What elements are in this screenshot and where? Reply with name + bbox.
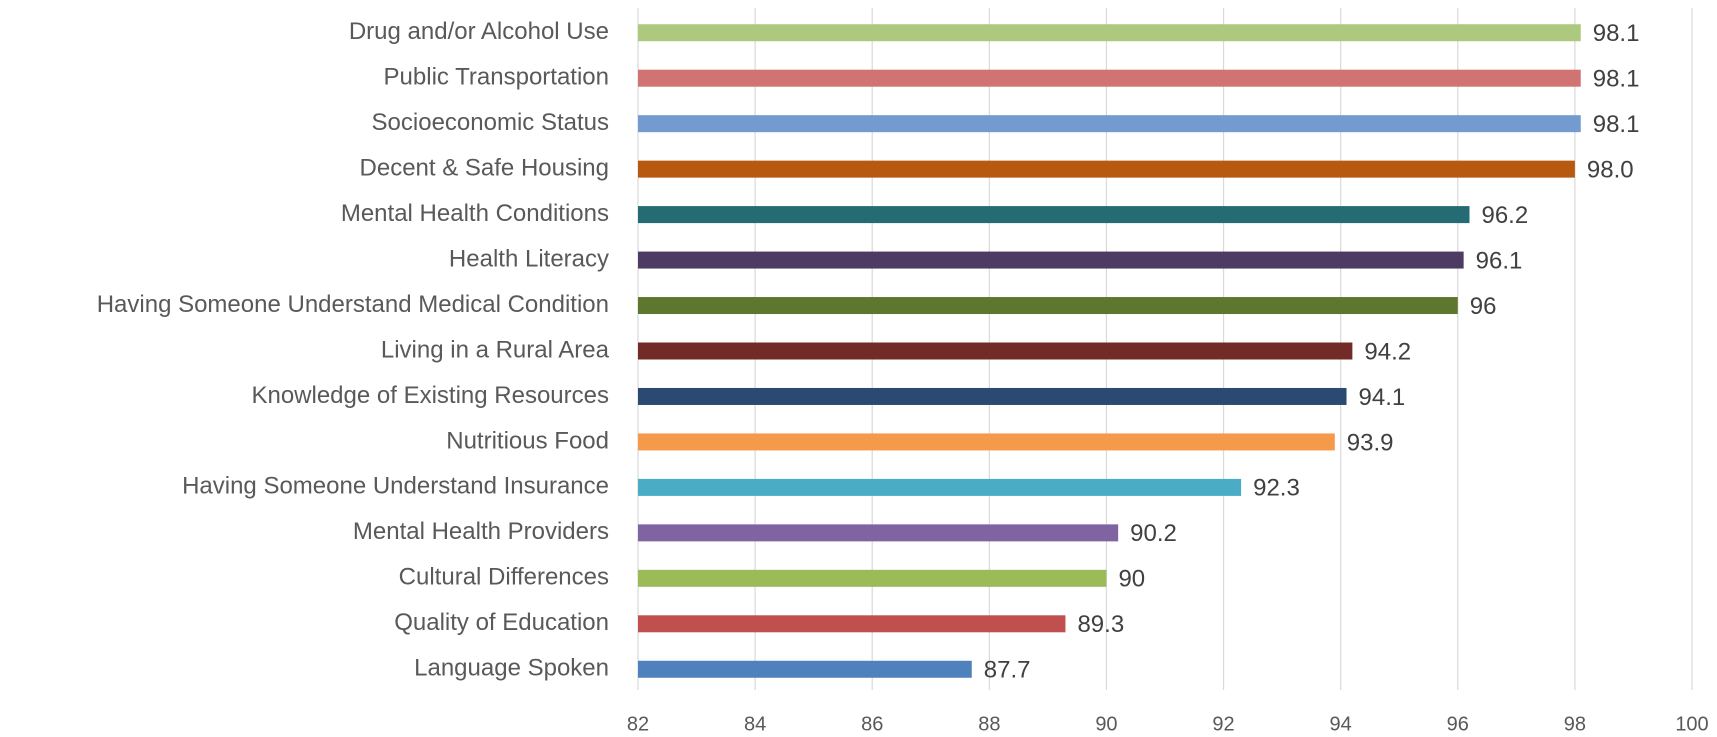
value-label: 98.1 <box>1593 66 1640 93</box>
value-label: 98.1 <box>1593 20 1640 47</box>
bar <box>638 433 1335 451</box>
bar <box>638 69 1581 87</box>
value-label: 98.0 <box>1587 156 1634 183</box>
y-tick-label: Public Transportation <box>384 64 609 91</box>
y-tick-label: Knowledge of Existing Resources <box>251 382 609 409</box>
bar <box>638 478 1242 496</box>
value-label: 94.2 <box>1364 338 1411 365</box>
bar <box>638 615 1066 633</box>
value-label: 94.1 <box>1359 384 1406 411</box>
x-tick-label: 100 <box>1675 713 1708 735</box>
bar <box>638 251 1464 269</box>
y-tick-label: Quality of Education <box>394 609 609 636</box>
bar <box>638 569 1107 587</box>
y-tick-label: Socioeconomic Status <box>372 109 609 136</box>
bar <box>638 24 1581 42</box>
y-tick-label: Drug and/or Alcohol Use <box>349 18 609 45</box>
bar <box>638 387 1347 405</box>
y-tick-label: Decent & Safe Housing <box>360 154 609 181</box>
value-label: 92.3 <box>1253 475 1300 502</box>
value-label: 90 <box>1118 566 1145 593</box>
value-label: 98.1 <box>1593 111 1640 138</box>
value-label: 87.7 <box>984 657 1031 684</box>
value-label: 93.9 <box>1347 429 1394 456</box>
y-tick-label: Having Someone Understand Insurance <box>182 473 609 500</box>
bar <box>638 660 972 678</box>
bar <box>638 115 1581 133</box>
x-tick-label: 92 <box>1212 713 1234 735</box>
value-label: 89.3 <box>1077 611 1124 638</box>
x-tick-label: 90 <box>1095 713 1117 735</box>
bar <box>638 297 1458 315</box>
value-label: 96.2 <box>1481 202 1528 229</box>
x-tick-label: 86 <box>861 713 883 735</box>
bar <box>638 524 1119 542</box>
value-label: 96.1 <box>1476 247 1523 274</box>
y-tick-label: Cultural Differences <box>399 564 609 591</box>
x-tick-label: 84 <box>744 713 766 735</box>
y-tick-label: Mental Health Conditions <box>341 200 609 227</box>
value-label: 90.2 <box>1130 520 1177 547</box>
x-tick-label: 96 <box>1447 713 1469 735</box>
bar <box>638 206 1470 224</box>
bar <box>638 342 1353 360</box>
x-tick-label: 88 <box>978 713 1000 735</box>
y-tick-label: Health Literacy <box>449 245 609 272</box>
y-tick-label: Mental Health Providers <box>353 518 609 545</box>
x-tick-label: 82 <box>627 713 649 735</box>
x-tick-label: 94 <box>1330 713 1352 735</box>
bar <box>638 160 1575 178</box>
y-tick-label: Language Spoken <box>414 655 609 682</box>
value-label: 96 <box>1470 293 1497 320</box>
y-tick-label: Nutritious Food <box>446 427 609 454</box>
y-tick-label: Living in a Rural Area <box>381 336 610 363</box>
x-tick-label: 98 <box>1564 713 1586 735</box>
y-tick-label: Having Someone Understand Medical Condit… <box>97 291 609 318</box>
